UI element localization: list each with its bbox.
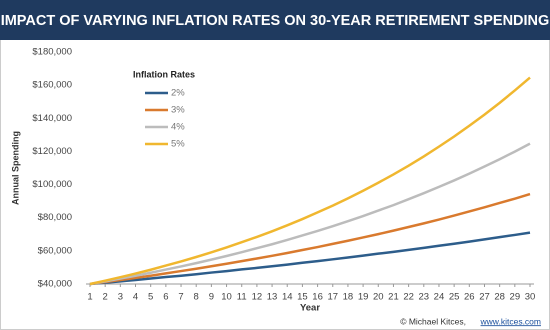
y-tick-label: $140,000 — [32, 113, 72, 124]
x-tick-label: 26 — [464, 292, 475, 303]
x-tick-label: 4 — [133, 292, 138, 303]
y-tick-label: $120,000 — [32, 146, 72, 157]
chart-title: IMPACT OF VARYING INFLATION RATES ON 30-… — [1, 13, 550, 29]
x-tick-label: 14 — [282, 292, 293, 303]
x-tick-label: 23 — [419, 292, 430, 303]
legend-label: 2% — [171, 88, 185, 99]
y-tick-label: $40,000 — [38, 279, 72, 290]
y-tick-label: $160,000 — [32, 80, 72, 91]
x-tick-label: 21 — [388, 292, 399, 303]
series-line — [89, 142, 531, 286]
x-tick-label: 19 — [358, 292, 369, 303]
x-tick-label: 2 — [103, 292, 108, 303]
x-tick-label: 22 — [403, 292, 414, 303]
x-tick-label: 28 — [494, 292, 505, 303]
x-tick-label: 11 — [237, 292, 247, 303]
x-tick-label: 9 — [209, 292, 214, 303]
legend-label: 3% — [171, 105, 185, 116]
series-line — [89, 231, 531, 286]
x-tick-label: 8 — [194, 292, 199, 303]
x-tick-label: 10 — [221, 292, 232, 303]
legend-title: Inflation Rates — [133, 69, 195, 79]
x-tick-label: 1 — [87, 292, 92, 303]
y-tick-label: $180,000 — [32, 47, 72, 58]
x-tick-label: 25 — [449, 292, 460, 303]
y-axis-label: Annual Spending — [10, 131, 20, 205]
legend-label: 5% — [171, 139, 185, 150]
title-bar — [0, 0, 550, 40]
x-tick-label: 3 — [118, 292, 123, 303]
x-tick-label: 15 — [297, 292, 308, 303]
series-line — [89, 192, 531, 286]
x-tick-label: 5 — [148, 292, 153, 303]
x-tick-label: 30 — [525, 292, 536, 303]
x-tick-label: 24 — [434, 292, 445, 303]
y-tick-label: $80,000 — [38, 212, 72, 223]
y-tick-label: $100,000 — [32, 179, 72, 190]
x-tick-label: 6 — [163, 292, 168, 303]
x-axis-label: Year — [300, 303, 320, 314]
x-tick-label: 17 — [327, 292, 338, 303]
x-tick-label: 18 — [343, 292, 354, 303]
credit-link[interactable]: www.kitces.com — [480, 316, 541, 326]
series-line — [89, 76, 531, 286]
legend-label: 4% — [171, 122, 185, 133]
x-tick-label: 20 — [373, 292, 384, 303]
x-tick-label: 27 — [479, 292, 490, 303]
x-tick-label: 13 — [267, 292, 278, 303]
x-tick-label: 12 — [252, 292, 263, 303]
x-tick-label: 29 — [510, 292, 521, 303]
y-tick-label: $60,000 — [38, 245, 72, 256]
x-tick-label: 7 — [178, 292, 183, 303]
credit: © Michael Kitces, — [400, 316, 466, 326]
x-tick-label: 16 — [312, 292, 323, 303]
